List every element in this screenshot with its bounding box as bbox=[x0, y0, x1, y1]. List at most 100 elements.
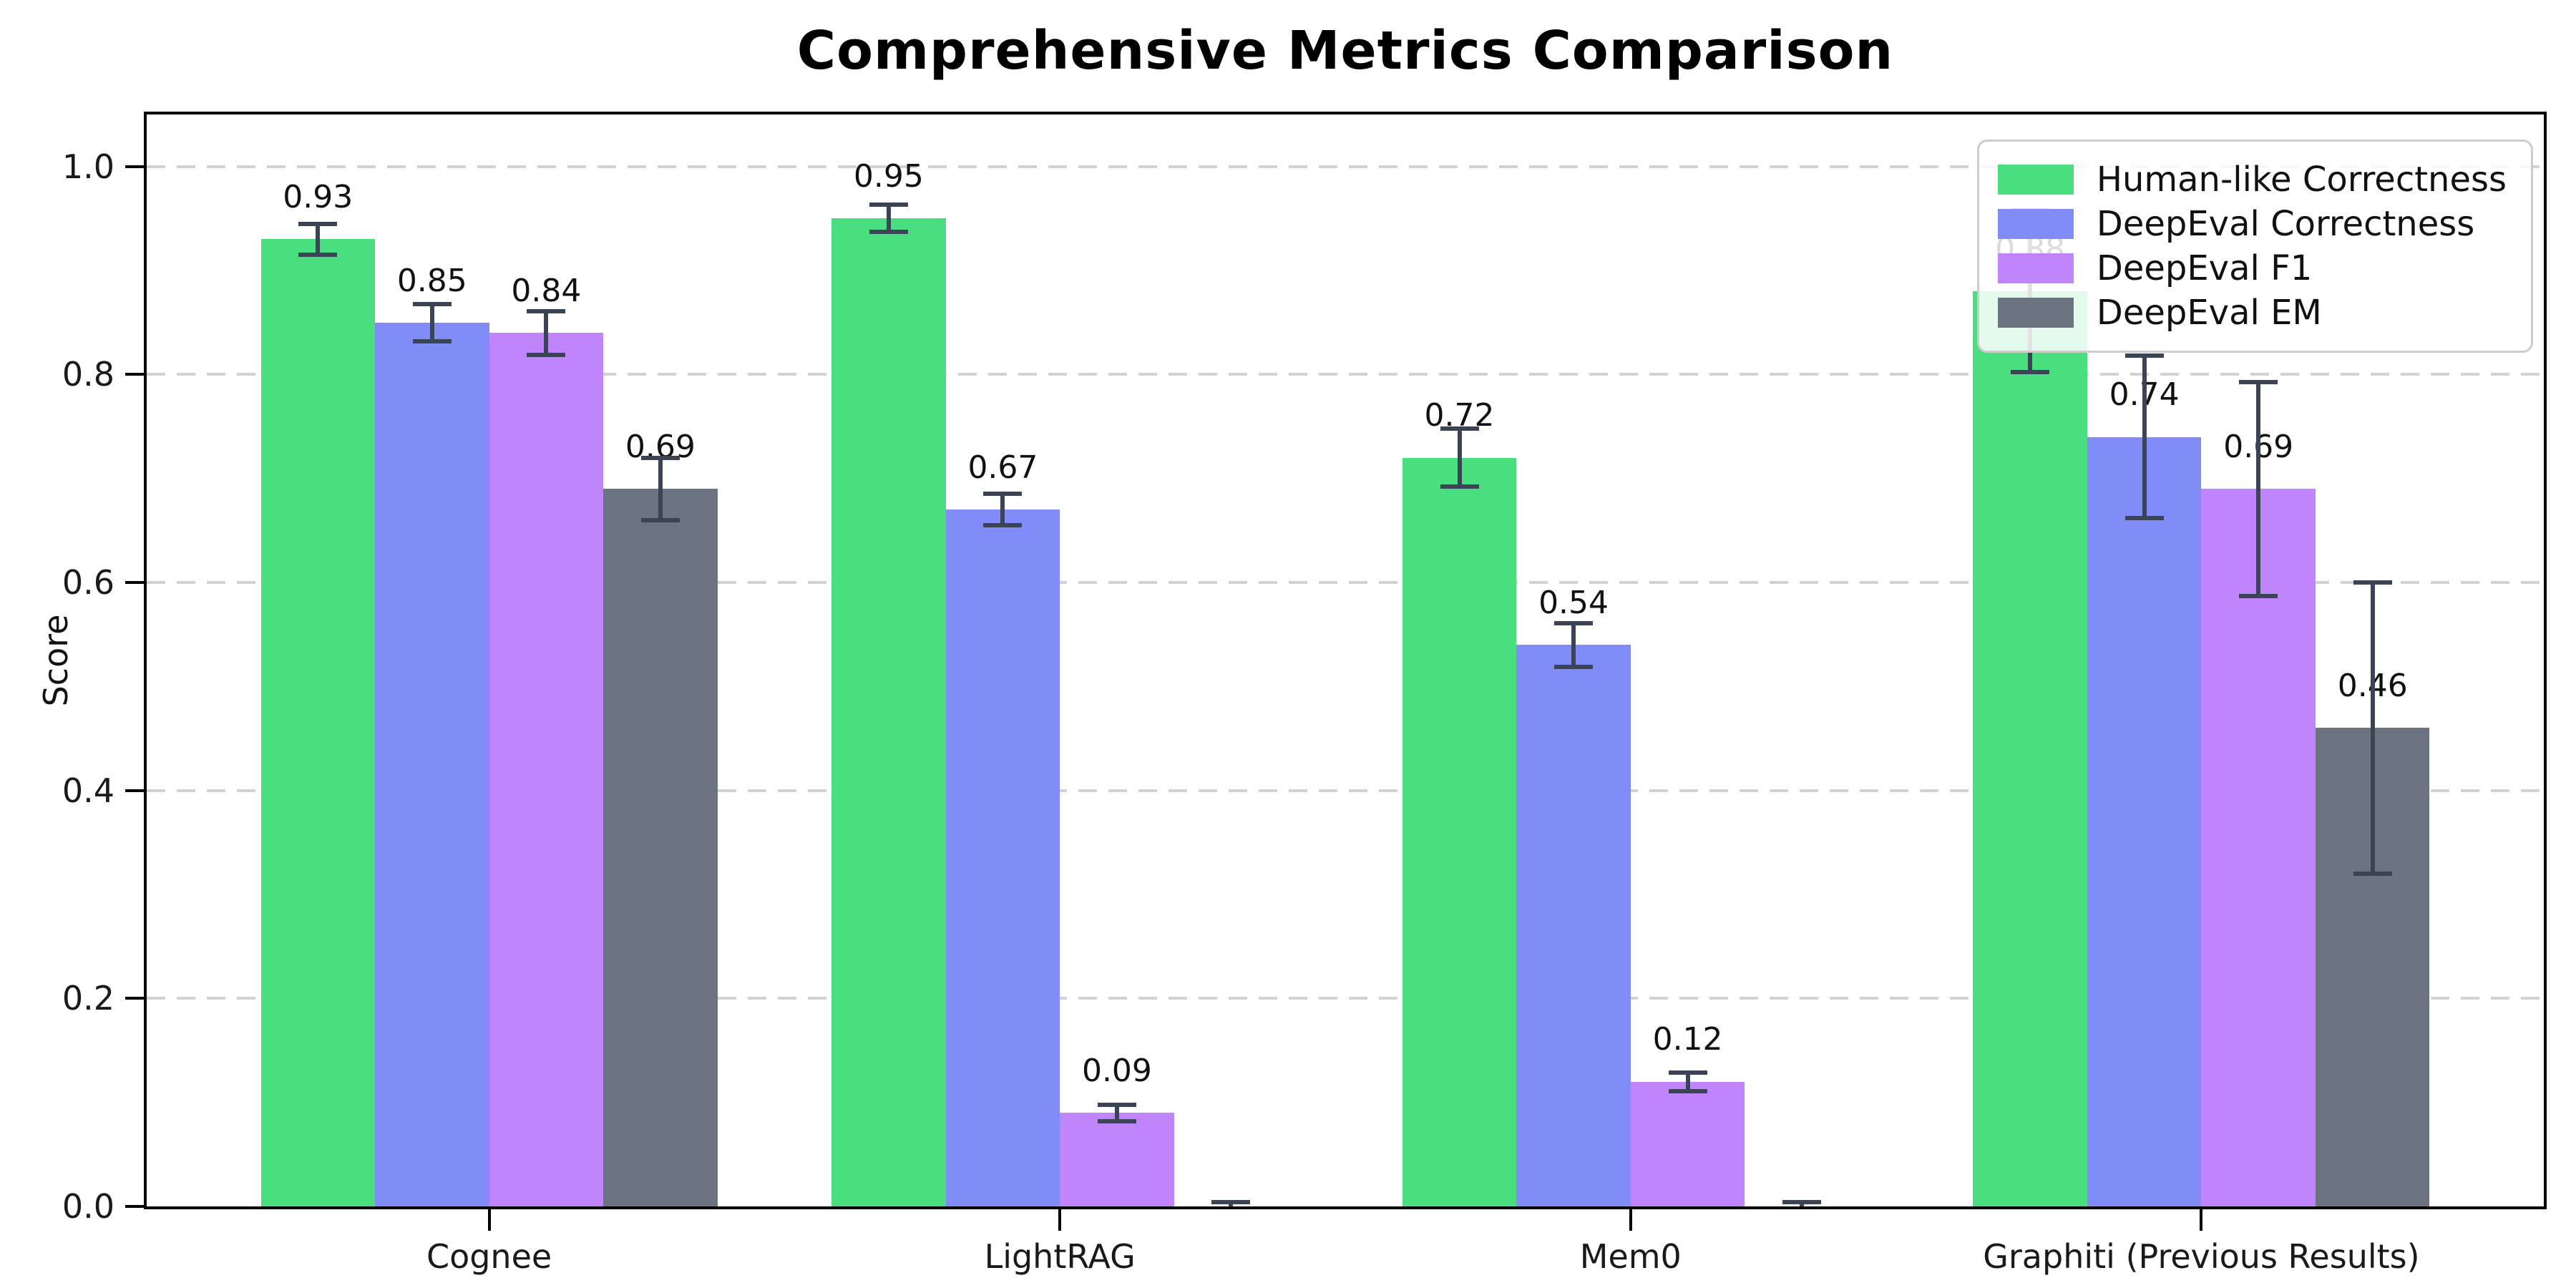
legend-item: DeepEval EM bbox=[1997, 291, 2507, 335]
legend-item: Human-like Correctness bbox=[1997, 157, 2507, 202]
error-bar-cap bbox=[1097, 1102, 1136, 1107]
error-bar-line bbox=[2370, 582, 2375, 874]
error-bar-cap bbox=[298, 221, 338, 226]
y-tick-mark bbox=[125, 789, 147, 792]
x-tick-mark bbox=[1629, 1209, 1632, 1231]
chart-title: Comprehensive Metrics Comparison bbox=[796, 20, 1894, 82]
bar-value-label: 0.95 bbox=[853, 158, 924, 195]
gridline bbox=[147, 997, 2544, 1000]
error-bar-cap bbox=[1782, 1200, 1822, 1205]
y-tick-mark bbox=[125, 1205, 147, 1208]
legend-label: DeepEval Correctness bbox=[2096, 204, 2475, 244]
bar-value-label: 0.54 bbox=[1538, 585, 1609, 622]
error-bar-cap bbox=[869, 230, 908, 235]
bar-deepeval-correctness bbox=[2087, 436, 2202, 1206]
error-bar-cap bbox=[412, 301, 452, 306]
legend-label: Human-like Correctness bbox=[2096, 160, 2507, 200]
bar-deepeval-f1 bbox=[489, 333, 604, 1206]
x-tick-mark bbox=[1058, 1209, 1062, 1231]
error-bar-cap bbox=[2124, 353, 2164, 358]
bar-deepeval-correctness bbox=[1516, 645, 1631, 1206]
legend: Human-like Correctness DeepEval Correctne… bbox=[1976, 140, 2533, 353]
bar-deepeval-f1 bbox=[1060, 1113, 1174, 1206]
gridline bbox=[147, 373, 2544, 376]
error-bar-cap bbox=[983, 523, 1023, 528]
error-bar-line bbox=[316, 223, 321, 255]
x-category-label: LightRAG bbox=[984, 1237, 1136, 1276]
bar-deepeval-correctness bbox=[945, 509, 1060, 1206]
error-bar-cap bbox=[2353, 871, 2392, 876]
y-axis-label: Score bbox=[36, 614, 75, 707]
error-bar-cap bbox=[298, 253, 338, 258]
legend-swatch bbox=[1997, 253, 2074, 283]
bar-value-label: 0.67 bbox=[967, 449, 1038, 487]
y-tick-label: 0.2 bbox=[62, 979, 114, 1018]
error-bar-cap bbox=[983, 492, 1023, 497]
bar-deepeval-f1 bbox=[1630, 1081, 1745, 1206]
error-bar-cap bbox=[1554, 664, 1594, 669]
legend-swatch bbox=[1997, 209, 2074, 239]
error-bar-cap bbox=[1440, 426, 1479, 431]
error-bar-line bbox=[1114, 1104, 1119, 1121]
bar-human-like-correctness bbox=[1402, 457, 1517, 1206]
y-tick-label: 0.6 bbox=[62, 563, 114, 602]
error-bar-cap bbox=[412, 338, 452, 343]
error-bar-cap bbox=[640, 455, 680, 460]
gridline bbox=[147, 165, 2544, 168]
error-bar-line bbox=[2256, 381, 2261, 596]
x-category-label: Mem0 bbox=[1579, 1237, 1682, 1276]
legend-swatch bbox=[1997, 298, 2074, 328]
error-bar-cap bbox=[1668, 1088, 1707, 1093]
error-bar-cap bbox=[1554, 620, 1594, 625]
y-tick-mark bbox=[125, 997, 147, 1000]
plot-area: 0.930.950.720.880.850.670.540.740.840.09… bbox=[144, 112, 2547, 1209]
error-bar-cap bbox=[1440, 484, 1479, 489]
bar-human-like-correctness bbox=[831, 218, 946, 1206]
error-bar-cap bbox=[527, 308, 566, 313]
error-bar-line bbox=[1571, 623, 1576, 667]
legend-label: DeepEval F1 bbox=[2096, 248, 2313, 288]
y-tick-label: 0.8 bbox=[62, 355, 114, 394]
y-tick-label: 0.4 bbox=[62, 771, 114, 810]
error-bar-line bbox=[1685, 1072, 1690, 1091]
error-bar-line bbox=[2142, 356, 2147, 518]
error-bar-cap bbox=[2239, 379, 2278, 384]
bar-deepeval-f1 bbox=[2201, 489, 2316, 1206]
bar-value-label: 0.12 bbox=[1652, 1021, 1723, 1058]
error-bar-cap bbox=[2353, 580, 2392, 585]
bar-deepeval-correctness bbox=[375, 322, 489, 1206]
y-tick-label: 0.0 bbox=[62, 1187, 114, 1226]
y-tick-mark bbox=[125, 165, 147, 168]
legend-item: DeepEval Correctness bbox=[1997, 202, 2507, 246]
y-tick-mark bbox=[125, 581, 147, 584]
bar-human-like-correctness bbox=[260, 239, 376, 1206]
bar-deepeval-em bbox=[603, 489, 718, 1206]
error-bar-cap bbox=[2239, 593, 2278, 598]
y-tick-label: 1.0 bbox=[62, 147, 114, 186]
error-bar-cap bbox=[640, 517, 680, 522]
error-bar-cap bbox=[1097, 1118, 1136, 1123]
error-bar-cap bbox=[2011, 370, 2050, 375]
error-bar-cap bbox=[2124, 515, 2164, 520]
error-bar-line bbox=[658, 457, 663, 520]
y-tick-mark bbox=[125, 373, 147, 376]
bar-human-like-correctness bbox=[1973, 291, 2087, 1206]
gridline bbox=[147, 581, 2544, 584]
error-bar-line bbox=[429, 303, 434, 341]
x-category-label: Graphiti (Previous Results) bbox=[1983, 1237, 2420, 1276]
error-bar-line bbox=[544, 311, 549, 355]
bar-value-label: 0.85 bbox=[396, 262, 467, 299]
error-bar-cap bbox=[1211, 1200, 1251, 1205]
bar-value-label: 0.93 bbox=[283, 179, 353, 216]
x-category-label: Cognee bbox=[426, 1237, 552, 1276]
legend-label: DeepEval EM bbox=[2096, 293, 2322, 333]
bar-value-label: 0.09 bbox=[1081, 1053, 1152, 1090]
error-bar-line bbox=[1457, 428, 1462, 487]
legend-swatch bbox=[1997, 165, 2074, 195]
error-bar-line bbox=[1000, 494, 1005, 526]
error-bar-cap bbox=[527, 352, 566, 357]
x-tick-mark bbox=[487, 1209, 491, 1231]
error-bar-line bbox=[886, 205, 891, 233]
legend-item: DeepEval F1 bbox=[1997, 246, 2507, 291]
